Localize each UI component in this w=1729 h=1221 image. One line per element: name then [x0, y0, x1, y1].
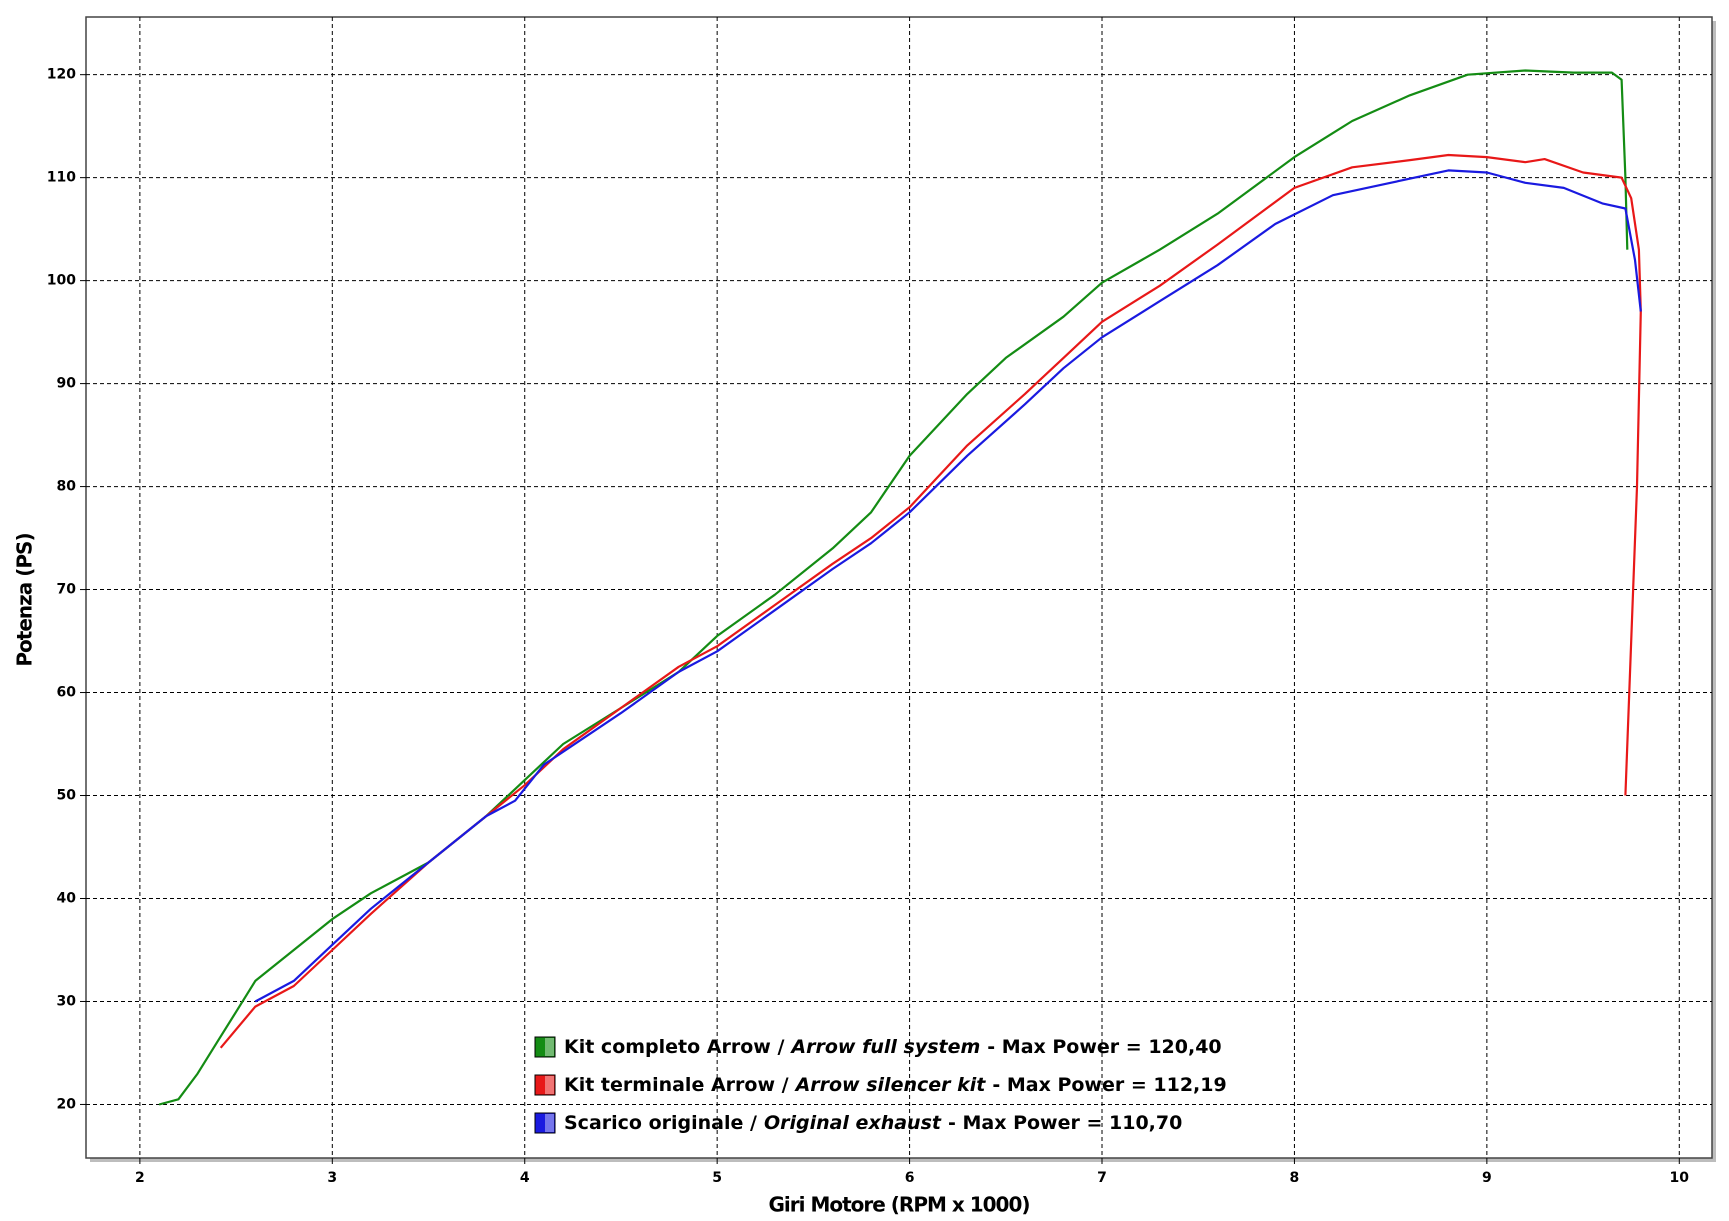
y-tick-label: 90	[57, 376, 77, 392]
legend-max-power-text: - Max Power = 120,40	[987, 1036, 1221, 1058]
legend-swatch-light	[545, 1076, 554, 1094]
y-tick-label: 120	[47, 67, 76, 83]
legend-name-en: Arrow full system	[789, 1036, 980, 1058]
series-line	[158, 69, 1629, 1106]
x-tick-label: 3	[327, 1170, 337, 1186]
legend-swatch-light	[545, 1038, 554, 1056]
legend-name: Kit terminale Arrow /	[564, 1074, 789, 1096]
legend-max-power-text: - Max Power = 110,70	[948, 1112, 1182, 1134]
x-tick-label: 2	[135, 1170, 145, 1186]
y-tick-label: 40	[57, 890, 77, 906]
legend-swatch-light	[545, 1114, 554, 1132]
x-tick-label: 7	[1097, 1170, 1107, 1186]
y-tick-label: 100	[47, 273, 76, 289]
x-tick-label: 9	[1482, 1170, 1492, 1186]
x-axis-title: Giri Motore (RPM x 1000)	[768, 1193, 1029, 1217]
y-tick-label: 20	[57, 1096, 77, 1112]
legend-max-power-text: - Max Power = 112,19	[992, 1074, 1226, 1096]
y-tick-label: 30	[57, 993, 77, 1009]
legend-text: Kit terminale Arrow / Arrow silencer kit -…	[564, 1074, 1227, 1096]
legend-name: Scarico originale /	[564, 1112, 757, 1134]
x-tick-label: 5	[712, 1170, 722, 1186]
x-tick-label: 10	[1670, 1170, 1690, 1186]
legend-swatch	[534, 1112, 556, 1134]
legend-text: Scarico originale / Original exhaust - Max…	[564, 1112, 1182, 1134]
y-tick-label: 60	[57, 685, 77, 701]
legend-name-en: Original exhaust	[764, 1112, 942, 1134]
y-tick-label: 110	[47, 170, 76, 186]
legend-text: Kit completo Arrow / Arrow full system - M…	[564, 1036, 1222, 1058]
legend-swatch	[534, 1036, 556, 1058]
y-tick-label: 70	[57, 582, 77, 598]
x-tick-label: 4	[520, 1170, 530, 1186]
x-tick-label: 6	[905, 1170, 915, 1186]
y-axis-title: Potenza (PS)	[13, 533, 37, 666]
plot-area	[85, 16, 1713, 1159]
legend-name-en: Arrow silencer kit	[794, 1074, 987, 1096]
x-tick-label: 8	[1290, 1170, 1300, 1186]
legend-swatch	[534, 1074, 556, 1096]
legend-name: Kit completo Arrow /	[564, 1036, 784, 1058]
series-line	[254, 169, 1642, 1003]
y-tick-label: 80	[57, 479, 77, 495]
y-tick-label: 50	[57, 788, 77, 804]
